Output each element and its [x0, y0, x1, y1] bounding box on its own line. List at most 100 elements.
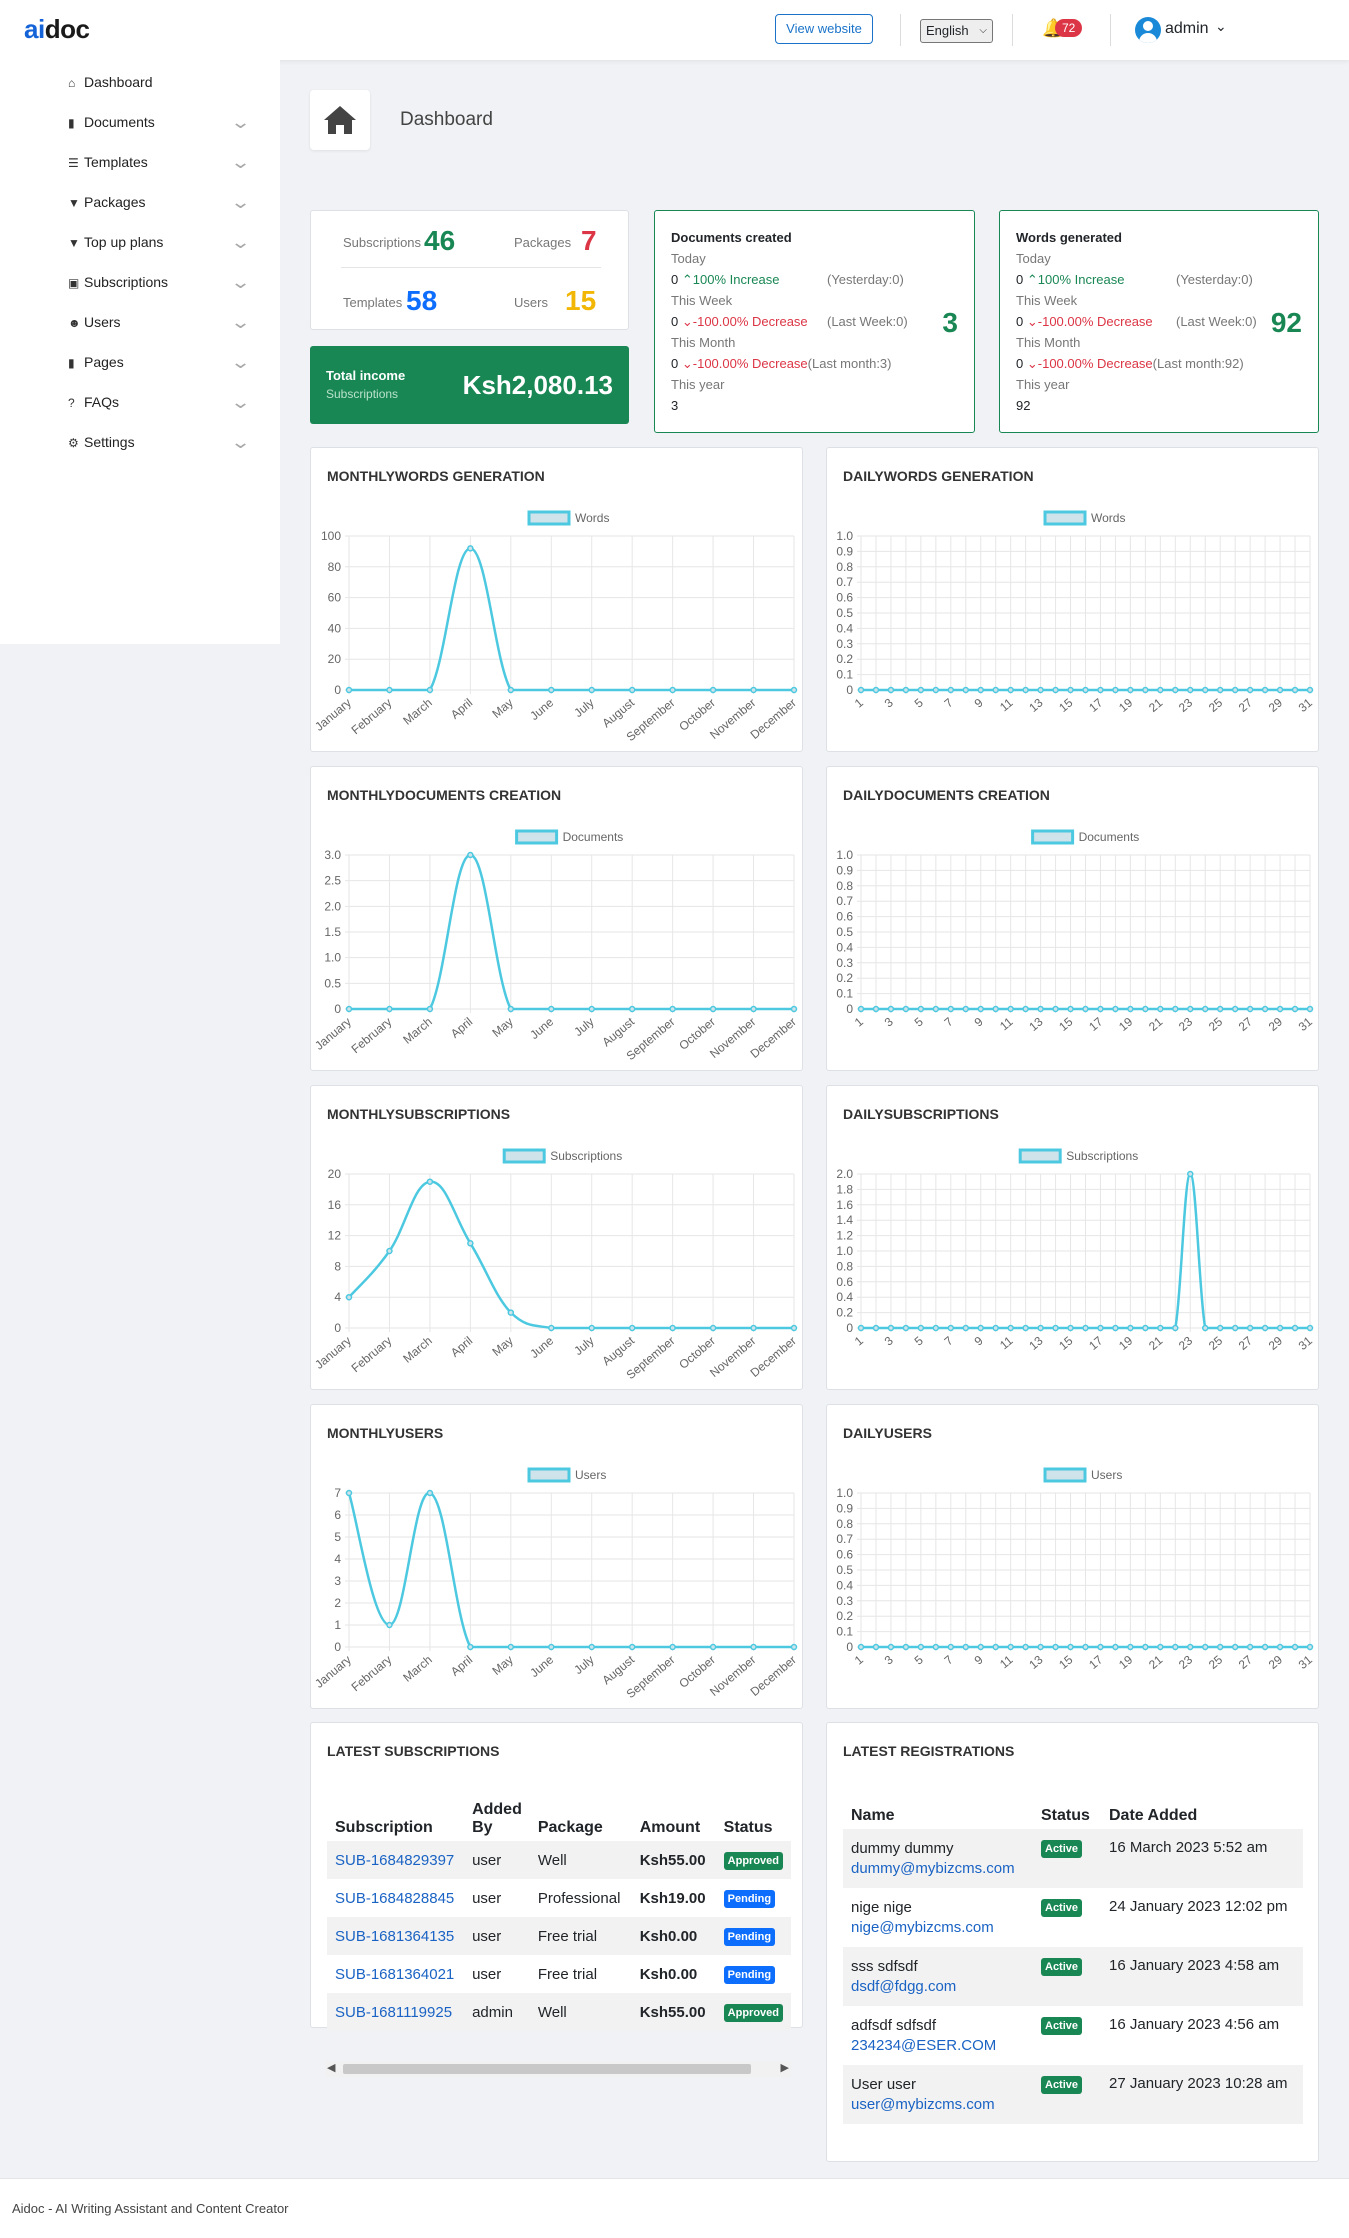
data-point[interactable]: [1172, 686, 1179, 694]
chart-legend[interactable]: Words: [527, 510, 609, 526]
view-website-button[interactable]: View website: [775, 14, 873, 44]
data-point[interactable]: [1276, 1324, 1284, 1332]
user-email-link[interactable]: dsdf@fdgg.com: [851, 1977, 957, 1995]
data-point[interactable]: [1187, 1643, 1194, 1651]
subscription-link[interactable]: SUB-1681364021: [335, 1965, 455, 1983]
data-point[interactable]: [902, 1324, 910, 1332]
data-point[interactable]: [1276, 1005, 1284, 1013]
data-point[interactable]: [790, 1643, 798, 1651]
data-point[interactable]: [1231, 686, 1239, 694]
data-point[interactable]: [548, 686, 555, 694]
data-point[interactable]: [992, 686, 999, 694]
data-point[interactable]: [1127, 1324, 1134, 1332]
data-point[interactable]: [1142, 686, 1149, 694]
data-point[interactable]: [426, 1178, 434, 1185]
data-point[interactable]: [588, 1324, 595, 1332]
scrollbar-thumb[interactable]: [343, 2064, 751, 2074]
chevron-down-icon[interactable]: ⌄: [229, 192, 252, 212]
sidebar-item-top-up-plans[interactable]: ▼ Top up plans ⌄: [68, 232, 252, 254]
brand-logo[interactable]: aidoc: [24, 14, 90, 45]
chevron-down-icon[interactable]: ⌄: [229, 232, 252, 252]
data-point[interactable]: [857, 1005, 865, 1013]
data-point[interactable]: [962, 686, 970, 694]
data-point[interactable]: [917, 1643, 925, 1651]
chart-legend[interactable]: Users: [527, 1467, 606, 1483]
data-point[interactable]: [1067, 686, 1074, 694]
data-point[interactable]: [548, 1643, 555, 1651]
data-point[interactable]: [669, 1324, 676, 1332]
data-point[interactable]: [977, 686, 984, 694]
data-point[interactable]: [992, 1324, 999, 1332]
user-email-link[interactable]: dummy@mybizcms.com: [851, 1859, 1015, 1877]
data-point[interactable]: [1067, 1643, 1074, 1651]
data-point[interactable]: [426, 686, 434, 694]
data-point[interactable]: [1082, 1643, 1089, 1651]
data-point[interactable]: [1291, 1643, 1299, 1651]
data-point[interactable]: [1142, 1005, 1149, 1013]
data-point[interactable]: [507, 1005, 515, 1013]
data-point[interactable]: [1052, 1643, 1059, 1651]
data-point[interactable]: [1216, 1643, 1224, 1651]
data-point[interactable]: [1306, 1324, 1314, 1332]
data-point[interactable]: [872, 1643, 880, 1651]
data-point[interactable]: [1261, 1643, 1269, 1651]
data-point[interactable]: [1127, 1005, 1134, 1013]
chevron-down-icon[interactable]: ⌄: [229, 272, 252, 292]
data-point[interactable]: [1127, 1643, 1134, 1651]
data-point[interactable]: [1037, 686, 1044, 694]
data-point[interactable]: [1231, 1643, 1239, 1651]
data-point[interactable]: [1022, 1005, 1029, 1013]
data-point[interactable]: [426, 1005, 434, 1013]
data-point[interactable]: [932, 686, 940, 694]
data-point[interactable]: [467, 851, 474, 859]
data-point[interactable]: [548, 1324, 555, 1332]
data-point[interactable]: [857, 1643, 865, 1651]
data-point[interactable]: [345, 1005, 353, 1013]
user-email-link[interactable]: user@mybizcms.com: [851, 2095, 995, 2113]
data-point[interactable]: [1097, 1005, 1104, 1013]
data-point[interactable]: [588, 1643, 595, 1651]
data-point[interactable]: [1246, 1005, 1254, 1013]
data-point[interactable]: [1201, 1324, 1209, 1332]
data-point[interactable]: [1067, 1324, 1074, 1332]
data-point[interactable]: [917, 1324, 925, 1332]
data-point[interactable]: [669, 686, 676, 694]
sidebar-item-packages[interactable]: ▼ Packages ⌄: [68, 192, 252, 214]
data-point[interactable]: [932, 1324, 940, 1332]
subscription-link[interactable]: SUB-1684828845: [335, 1889, 455, 1907]
data-point[interactable]: [345, 1489, 353, 1497]
data-point[interactable]: [902, 686, 910, 694]
data-point[interactable]: [1112, 686, 1119, 694]
chevron-down-icon[interactable]: ⌄: [229, 432, 252, 452]
data-point[interactable]: [917, 686, 925, 694]
data-point[interactable]: [977, 1324, 984, 1332]
data-point[interactable]: [1157, 1005, 1164, 1013]
chevron-down-icon[interactable]: ⌄: [229, 112, 252, 132]
chevron-down-icon[interactable]: ⌄: [229, 312, 252, 332]
data-point[interactable]: [1127, 686, 1134, 694]
data-point[interactable]: [1246, 1324, 1254, 1332]
data-point[interactable]: [1172, 1643, 1179, 1651]
data-point[interactable]: [1007, 1643, 1014, 1651]
data-point[interactable]: [386, 1621, 393, 1629]
data-point[interactable]: [386, 686, 393, 694]
data-point[interactable]: [588, 686, 595, 694]
language-select[interactable]: English ⌵: [920, 19, 993, 43]
data-point[interactable]: [872, 1324, 880, 1332]
data-point[interactable]: [1201, 686, 1209, 694]
data-point[interactable]: [887, 686, 895, 694]
chart-legend[interactable]: Subscriptions: [1018, 1148, 1138, 1164]
data-point[interactable]: [1291, 1324, 1299, 1332]
data-point[interactable]: [467, 1643, 474, 1651]
data-point[interactable]: [1022, 686, 1029, 694]
data-point[interactable]: [1082, 1324, 1089, 1332]
data-point[interactable]: [1142, 1324, 1149, 1332]
data-point[interactable]: [1172, 1005, 1179, 1013]
data-point[interactable]: [790, 1324, 798, 1332]
sidebar-item-subscriptions[interactable]: ▣ Subscriptions ⌄: [68, 272, 252, 294]
data-point[interactable]: [345, 1293, 353, 1301]
data-point[interactable]: [548, 1005, 555, 1013]
data-point[interactable]: [1037, 1005, 1044, 1013]
data-point[interactable]: [1187, 686, 1194, 694]
data-point[interactable]: [1201, 1005, 1209, 1013]
